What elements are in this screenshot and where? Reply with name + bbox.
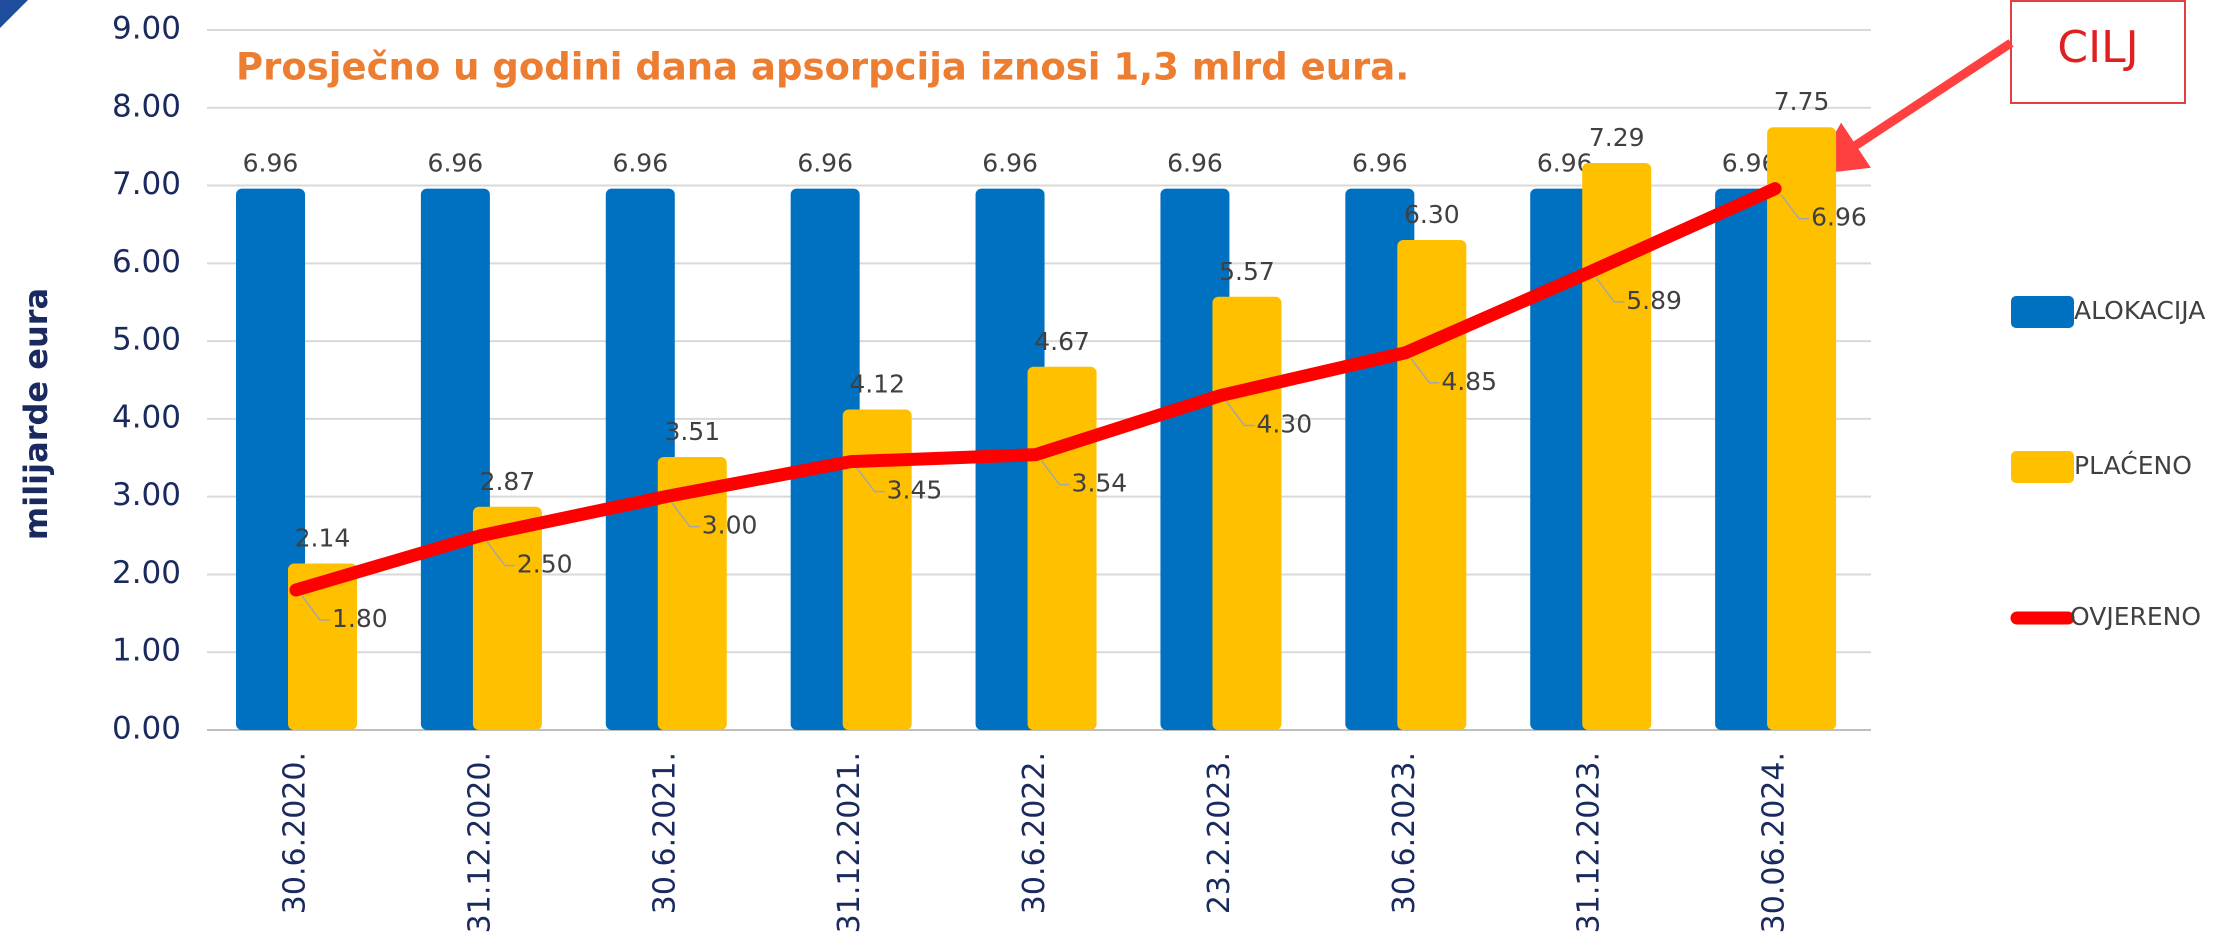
y-tick-label: 6.00: [112, 244, 181, 280]
leader-line: [1410, 358, 1440, 384]
data-label: 4.12: [849, 370, 905, 399]
data-label: 4.30: [1256, 410, 1312, 439]
data-label: 2.87: [480, 467, 536, 496]
bar: [1345, 188, 1415, 730]
leader-line: [1595, 277, 1625, 303]
bar: [236, 188, 305, 730]
data-label: 6.96: [982, 149, 1038, 178]
bar: [472, 506, 542, 730]
legend-swatch: [2011, 296, 2074, 328]
y-tick-label: 8.00: [112, 88, 181, 124]
data-label: 3.00: [702, 511, 758, 540]
bar: [1397, 240, 1467, 730]
annotation-box: [2010, 0, 2186, 104]
leader-line: [671, 502, 700, 528]
leader-line: [856, 467, 885, 493]
data-label: 6.96: [1811, 203, 1867, 232]
bar: [1767, 127, 1837, 730]
y-tick-label: 4.00: [112, 399, 181, 435]
data-label: 6.96: [428, 149, 484, 178]
data-label: 2.50: [517, 550, 573, 579]
leader-line: [1040, 460, 1070, 486]
legend-swatch: [2011, 451, 2074, 483]
bar: [288, 563, 357, 730]
bar: [1715, 188, 1785, 730]
x-tick-label: 30.06.2024.: [1757, 752, 1792, 933]
legend-label: ALOKACIJA: [2074, 296, 2205, 325]
data-label: 6.96: [1352, 149, 1408, 178]
data-label: 6.96: [243, 149, 299, 178]
bar: [657, 457, 727, 730]
y-axis-label: milijarde eura: [17, 288, 55, 540]
y-tick-label: 2.00: [112, 555, 181, 591]
bar: [420, 188, 490, 730]
bar: [1530, 188, 1600, 730]
line: [289, 182, 1782, 597]
data-label: 4.67: [1034, 327, 1090, 356]
chart-title: Prosječno u godini dana apsorpcija iznos…: [236, 46, 1409, 89]
data-label: 6.96: [612, 149, 668, 178]
x-tick-label: 30.6.2023.: [1387, 752, 1422, 914]
y-tick-label: 9.00: [112, 11, 181, 47]
x-tick-label: 30.6.2022.: [1017, 752, 1052, 914]
y-tick-label: 7.00: [112, 166, 181, 202]
data-label: 6.96: [797, 149, 853, 178]
y-tick-label: 5.00: [112, 322, 181, 358]
bar: [1027, 366, 1097, 730]
x-tick-label: 31.12.2020.: [462, 752, 497, 933]
bar: [1160, 188, 1230, 730]
leader-line: [1780, 194, 1810, 220]
y-tick-label: 3.00: [112, 477, 181, 513]
y-tick-label: 1.00: [112, 633, 181, 669]
bar: [790, 188, 860, 730]
x-tick-label: 31.12.2021.: [832, 752, 867, 933]
data-label: 2.14: [295, 524, 351, 553]
leader-line: [301, 595, 330, 621]
x-tick-label: 30.6.2020.: [278, 752, 313, 914]
x-tick-label: 31.12.2023.: [1572, 752, 1607, 933]
data-label: 5.57: [1219, 257, 1275, 286]
data-label: 6.96: [1167, 149, 1223, 178]
bar: [605, 188, 675, 730]
leader-line: [486, 541, 515, 567]
data-label: 3.45: [887, 476, 943, 505]
bar: [842, 409, 912, 730]
data-label: 3.54: [1072, 469, 1128, 498]
annotation: CILJ: [2057, 22, 2138, 73]
bar: [1582, 163, 1652, 730]
y-tick-label: 0.00: [112, 711, 181, 747]
data-label: 3.51: [664, 417, 720, 446]
annotation-arrow: [1810, 39, 2014, 175]
leader-line: [1225, 401, 1255, 427]
legend-label: OVJERENO: [2070, 602, 2201, 631]
bar: [1212, 296, 1282, 730]
data-label: 7.75: [1774, 87, 1830, 116]
x-tick-label: 23.2.2023.: [1202, 752, 1237, 914]
data-label: 4.85: [1441, 367, 1497, 396]
x-tick-label: 30.6.2021.: [647, 752, 682, 914]
data-label: 1.80: [332, 604, 388, 633]
data-label: 5.89: [1626, 286, 1682, 315]
data-label: 6.30: [1404, 200, 1460, 229]
data-label: 7.29: [1589, 123, 1645, 152]
legend-label: PLAĆENO: [2074, 450, 2192, 480]
corner-decoration: [0, 0, 28, 28]
